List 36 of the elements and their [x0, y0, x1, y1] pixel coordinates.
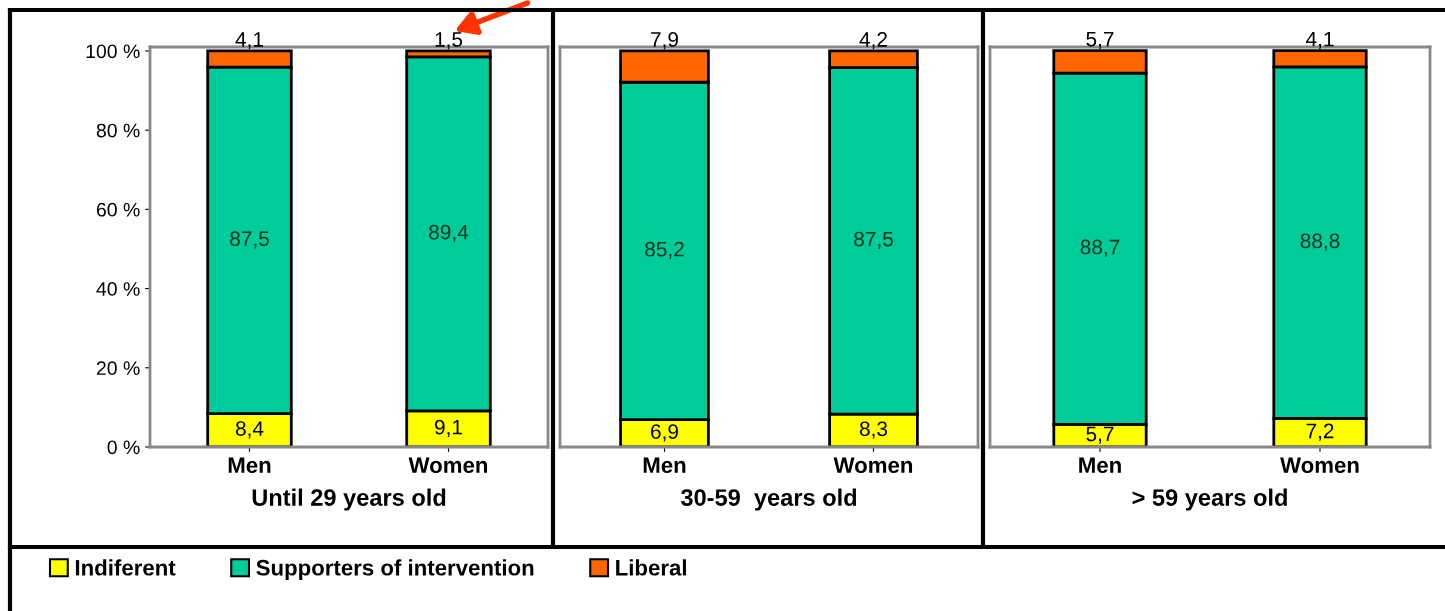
data-label: 6,9 [651, 424, 678, 442]
x-tick-label: Women [408, 457, 488, 474]
y-tick-label: 0 % [107, 440, 140, 455]
data-label: 9,1 [435, 419, 462, 438]
data-label: 88,7 [1080, 239, 1120, 257]
data-label: 87,5 [230, 231, 269, 249]
data-label: 87,5 [854, 231, 893, 249]
data-label: 4,2 [859, 32, 887, 50]
y-tick-label: 60 % [96, 202, 140, 217]
x-tick-label: Women [1280, 457, 1359, 474]
y-tick-label: 100 % [86, 44, 140, 59]
data-label: 5,7 [1086, 31, 1114, 49]
data-label: 89,4 [429, 224, 469, 242]
y-tick-label: 20 % [96, 361, 140, 376]
legend-label: Indiferent [75, 559, 176, 576]
data-label: 5,7 [1086, 426, 1114, 444]
x-axis-title: 30-59 years old [680, 488, 857, 511]
data-label: 88,8 [1300, 233, 1340, 251]
y-tick-label: 40 % [96, 282, 140, 296]
data-label: 8,3 [859, 421, 888, 439]
legend-label: Supporters of intervention [256, 559, 534, 580]
data-label: 7,9 [651, 32, 678, 50]
x-tick-label: Men [1079, 457, 1121, 474]
data-label: 7,2 [1306, 423, 1334, 441]
x-axis-title: > 59 years old [1132, 488, 1287, 511]
data-label: 8,4 [235, 421, 264, 439]
legend-label: Liberal [616, 559, 686, 576]
x-tick-label: Women [833, 457, 913, 474]
data-label: 1,5 [435, 32, 463, 50]
data-label: 4,1 [1306, 31, 1334, 49]
x-tick-label: Men [643, 457, 686, 474]
data-label: 4,1 [235, 32, 263, 50]
y-tick-label: 80 % [96, 123, 140, 138]
data-label: 85,2 [645, 241, 684, 260]
x-tick-label: Men [228, 457, 271, 474]
x-axis-title: Until 29 years old [252, 488, 446, 511]
